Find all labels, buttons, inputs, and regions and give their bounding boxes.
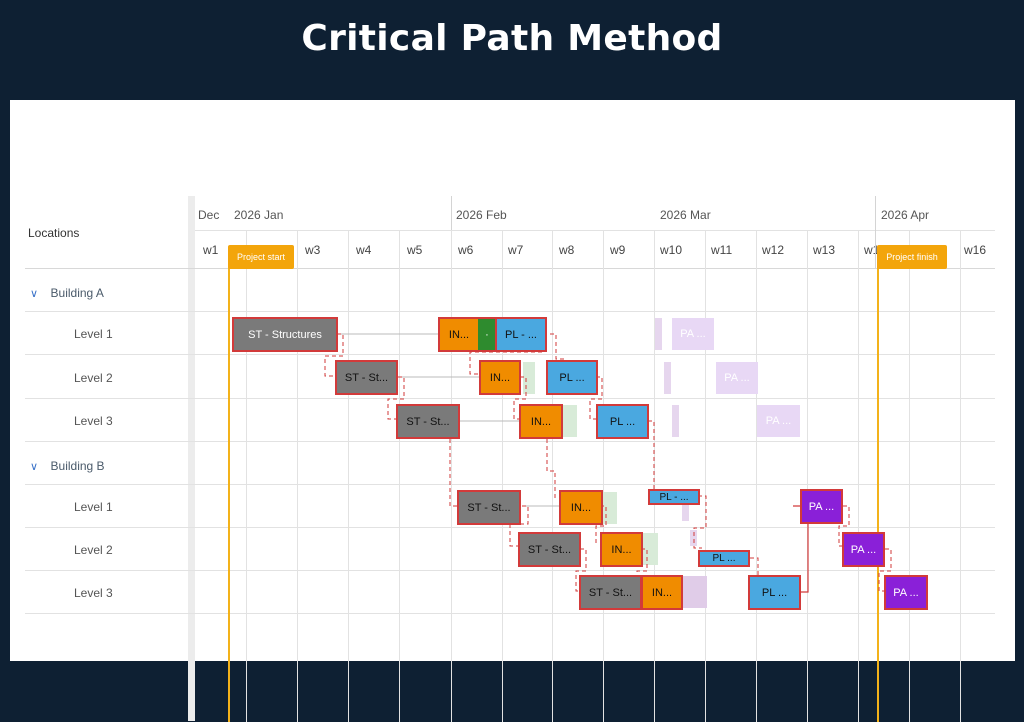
level-label: Level 2 bbox=[74, 543, 113, 557]
level-label: Level 1 bbox=[74, 327, 113, 341]
timeline-divider[interactable] bbox=[188, 196, 195, 721]
task-bar[interactable]: PA ... bbox=[800, 489, 843, 524]
task-bar[interactable]: IN... bbox=[600, 532, 643, 567]
month-label: 2026 Apr bbox=[881, 208, 930, 222]
task-bar[interactable]: ST - St... bbox=[457, 490, 521, 525]
task-bar[interactable]: IN... bbox=[641, 575, 683, 610]
week-label: w7 bbox=[508, 243, 524, 257]
task-bar[interactable]: PL ... bbox=[546, 360, 598, 395]
buffer-bar bbox=[655, 318, 662, 350]
week-label: w1 bbox=[203, 243, 219, 257]
buffer-bar bbox=[682, 505, 689, 521]
chevron-down-icon[interactable]: ∨ bbox=[30, 288, 39, 300]
week-label: w16 bbox=[964, 243, 987, 257]
group-row-building-b[interactable]: ∨ Building B bbox=[30, 457, 105, 475]
buffer-bar bbox=[563, 405, 577, 437]
task-bar[interactable]: IN... bbox=[438, 317, 480, 352]
level-label: Level 1 bbox=[74, 500, 113, 514]
task-bar[interactable]: PL ... bbox=[596, 404, 649, 439]
task-bar[interactable]: PA ... bbox=[842, 532, 885, 567]
buffer-bar bbox=[672, 405, 679, 437]
dependency-links bbox=[324, 333, 892, 593]
task-bar[interactable]: PL ... bbox=[698, 550, 750, 567]
task-bar[interactable]: ST - Structures bbox=[232, 317, 338, 352]
week-label: w4 bbox=[356, 243, 372, 257]
week-label: w11 bbox=[711, 243, 733, 257]
week-label: w8 bbox=[559, 243, 575, 257]
page-title: Critical Path Method bbox=[301, 18, 723, 59]
project-finish-milestone[interactable]: Project finish bbox=[877, 245, 947, 269]
week-label: w10 bbox=[660, 243, 683, 257]
level-label: Level 3 bbox=[74, 586, 113, 600]
month-label: 2026 Mar bbox=[660, 208, 711, 222]
buffer-bar bbox=[683, 576, 707, 608]
week-label: w13 bbox=[813, 243, 836, 257]
week-label: w5 bbox=[407, 243, 423, 257]
week-label: w12 bbox=[762, 243, 785, 257]
week-label: w9 bbox=[610, 243, 626, 257]
task-bar[interactable]: ST - St... bbox=[396, 404, 460, 439]
month-label: 2026 Jan bbox=[234, 208, 284, 222]
task-bar[interactable]: ST - St... bbox=[335, 360, 398, 395]
week-label: w3 bbox=[305, 243, 321, 257]
task-bar[interactable]: IN... bbox=[559, 490, 603, 525]
level-label: Level 3 bbox=[74, 414, 113, 428]
task-bar[interactable]: PL - ... bbox=[648, 489, 700, 505]
task-bar[interactable]: IN... bbox=[479, 360, 521, 395]
task-bar[interactable]: PL ... bbox=[748, 575, 801, 610]
task-bar[interactable]: · bbox=[478, 317, 496, 352]
task-bar[interactable]: ST - St... bbox=[518, 532, 581, 567]
task-bar[interactable]: IN... bbox=[519, 404, 563, 439]
gantt-panel: Locations Dec 2026 Jan 2026 Feb 2026 Mar… bbox=[10, 100, 1015, 722]
project-finish-line bbox=[877, 250, 879, 722]
task-bar[interactable]: PA ... bbox=[884, 575, 928, 610]
month-label: Dec bbox=[198, 208, 220, 222]
task-bar[interactable]: ST - St... bbox=[579, 575, 642, 610]
week-label: w6 bbox=[458, 243, 474, 257]
group-row-building-a[interactable]: ∨ Building A bbox=[30, 284, 104, 302]
task-bar[interactable]: PA ... bbox=[672, 318, 714, 350]
task-bar[interactable]: PA ... bbox=[757, 405, 800, 437]
chevron-down-icon[interactable]: ∨ bbox=[30, 461, 39, 473]
group-label: Building A bbox=[50, 286, 104, 300]
buffer-bar bbox=[690, 530, 697, 546]
project-start-milestone[interactable]: Project start bbox=[228, 245, 294, 269]
task-bar[interactable]: PA ... bbox=[716, 362, 758, 394]
buffer-bar bbox=[664, 362, 671, 394]
month-label: 2026 Feb bbox=[456, 208, 507, 222]
level-label: Level 2 bbox=[74, 371, 113, 385]
task-bar[interactable]: PL - ... bbox=[495, 317, 547, 352]
project-start-line bbox=[228, 250, 230, 722]
group-label: Building B bbox=[50, 459, 105, 473]
locations-header: Locations bbox=[28, 226, 80, 240]
